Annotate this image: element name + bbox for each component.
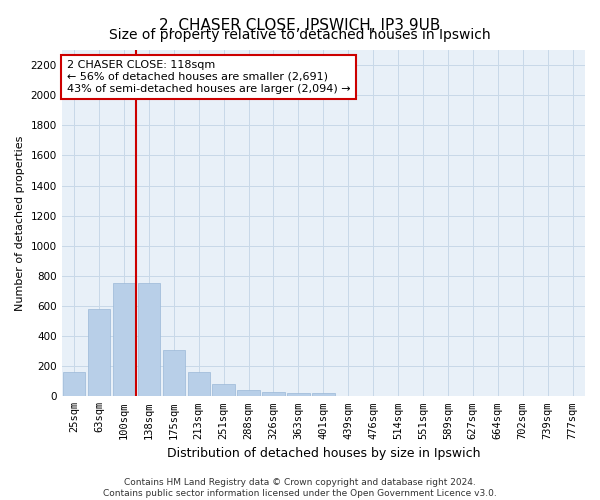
Bar <box>238 390 260 396</box>
Bar <box>212 384 235 396</box>
Bar <box>88 309 110 396</box>
X-axis label: Distribution of detached houses by size in Ipswich: Distribution of detached houses by size … <box>167 447 480 460</box>
Text: 2, CHASER CLOSE, IPSWICH, IP3 9UB: 2, CHASER CLOSE, IPSWICH, IP3 9UB <box>160 18 440 32</box>
Bar <box>163 350 185 397</box>
Text: 2 CHASER CLOSE: 118sqm
← 56% of detached houses are smaller (2,691)
43% of semi-: 2 CHASER CLOSE: 118sqm ← 56% of detached… <box>67 60 350 94</box>
Bar <box>113 284 135 397</box>
Y-axis label: Number of detached properties: Number of detached properties <box>15 136 25 311</box>
Bar <box>137 284 160 397</box>
Bar <box>188 372 210 396</box>
Bar <box>63 372 85 396</box>
Text: Size of property relative to detached houses in Ipswich: Size of property relative to detached ho… <box>109 28 491 42</box>
Bar <box>287 394 310 396</box>
Bar <box>312 394 335 396</box>
Text: Contains HM Land Registry data © Crown copyright and database right 2024.
Contai: Contains HM Land Registry data © Crown c… <box>103 478 497 498</box>
Bar <box>262 392 285 396</box>
